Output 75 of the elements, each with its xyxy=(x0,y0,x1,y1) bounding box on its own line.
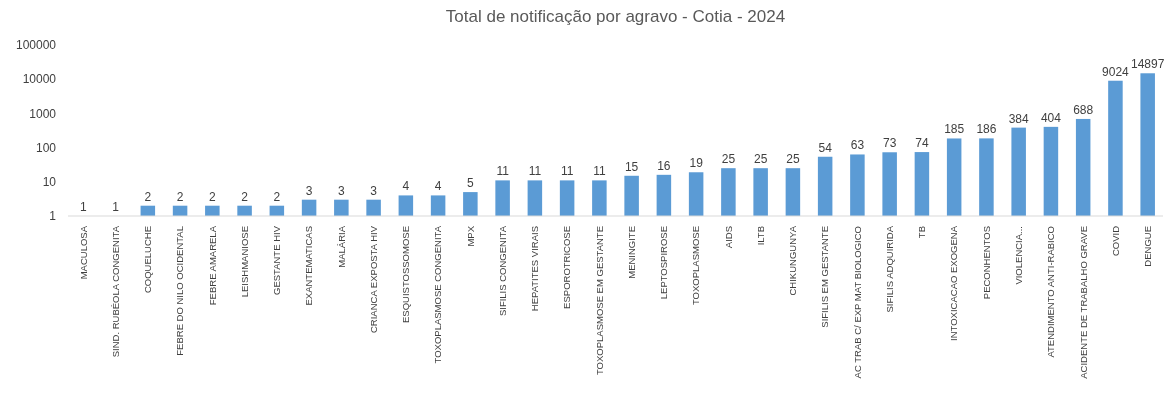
data-label: 25 xyxy=(721,152,736,167)
y-tick-label: 1000 xyxy=(29,106,57,121)
data-label: 19 xyxy=(689,156,704,171)
x-tick-label: EXANTEMATICAS xyxy=(303,226,315,306)
data-label: 384 xyxy=(1008,111,1029,126)
data-label: 63 xyxy=(850,138,865,153)
y-tick-label: 10 xyxy=(42,175,57,189)
x-tick-label: MENINGITE xyxy=(625,226,637,279)
x-tick-label: CRIANCA EXPOSTA HIV xyxy=(367,225,379,333)
data-label: 11 xyxy=(528,164,542,179)
x-tick-label: ILTB xyxy=(754,226,766,246)
data-label: 2 xyxy=(144,189,152,204)
x-tick-label: AC TRAB C/ EXP MAT BIOLOGICO xyxy=(851,226,863,379)
x-tick-label: LEPTOSPIROSE xyxy=(658,226,670,300)
data-label: 73 xyxy=(882,136,897,151)
data-label: 9024 xyxy=(1102,64,1130,79)
data-label: 3 xyxy=(370,183,378,198)
x-tick-label: FEBRE AMARELA xyxy=(206,225,218,306)
chart-title: Total de notificação por agravo - Cotia - 2024 xyxy=(445,7,786,26)
data-label: 4 xyxy=(434,179,442,194)
x-tick-label: SIND. RUBÉOLA CONGENITA xyxy=(109,225,121,358)
x-tick-label: SIFILIS ADQUIRIDA xyxy=(883,225,895,313)
data-label: 16 xyxy=(657,158,671,173)
x-tick-label: TOXOPLASMOSE CONGENITA xyxy=(432,225,444,364)
x-tick-label: TOXOPLASMOSE EM GESTANTE xyxy=(593,226,605,376)
data-label: 74 xyxy=(915,136,929,151)
data-label: 54 xyxy=(818,140,833,155)
x-tick-label: SIFILIS CONGENITA xyxy=(496,225,508,317)
x-tick-label: MALÁRIA xyxy=(335,225,347,268)
data-label: 15 xyxy=(624,159,639,174)
data-label: 11 xyxy=(593,164,606,179)
x-tick-label: SIFILIS EM GESTANTE xyxy=(819,226,831,328)
x-tick-label: HEPATITES VIRAIS xyxy=(529,226,541,312)
data-label: 2 xyxy=(241,189,249,204)
y-tick-label: 1 xyxy=(49,209,57,224)
y-tick-label: 100000 xyxy=(15,38,57,53)
data-label: 4 xyxy=(402,179,410,194)
x-tick-label: ESPOROTRICOSE xyxy=(561,226,573,309)
x-tick-label: COQUELUCHE xyxy=(142,226,154,294)
data-label: 2 xyxy=(273,189,281,204)
x-tick-label: TOXOPLASMOSE xyxy=(690,226,702,306)
x-tick-label: FEBRE DO NILO OCIDENTAL xyxy=(174,226,186,356)
x-tick-label: TB xyxy=(916,226,928,239)
y-tick-label: 10000 xyxy=(22,72,57,87)
y-tick-label: 100 xyxy=(35,140,57,155)
x-tick-label: AIDS xyxy=(722,226,734,249)
data-label: 25 xyxy=(786,152,800,167)
data-label: 185 xyxy=(944,122,965,137)
x-tick-label: LEISHMANIOSE xyxy=(238,226,250,298)
data-label: 2 xyxy=(208,189,216,204)
data-label: 1 xyxy=(112,200,120,214)
data-label: 186 xyxy=(976,122,997,137)
x-tick-label: DENGUE xyxy=(1142,226,1153,267)
data-label: 1 xyxy=(79,200,87,214)
data-label: 3 xyxy=(305,183,313,198)
x-tick-label: GESTANTE HIV xyxy=(271,225,283,295)
x-tick-label: ESQUISTOSSOMOSE xyxy=(400,226,412,323)
data-label: 5 xyxy=(467,176,475,191)
x-tick-label: MPX xyxy=(464,225,476,247)
data-label: 11 xyxy=(560,164,574,179)
data-label: 11 xyxy=(496,164,510,179)
data-label: 25 xyxy=(753,152,768,167)
x-tick-label: MACULOSA xyxy=(77,225,89,280)
data-label: 14897 xyxy=(1130,57,1165,72)
data-label: 2 xyxy=(176,189,184,204)
x-tick-label: ACIDENTE DE TRABALHO GRAVE xyxy=(1077,226,1089,379)
data-label: 404 xyxy=(1040,110,1062,125)
data-label: 3 xyxy=(338,183,345,198)
x-tick-label: INTOXICACAO EXOGENA xyxy=(948,225,960,341)
x-tick-label: COVID xyxy=(1109,225,1121,257)
x-tick-label: VIOLENCIA... xyxy=(1012,226,1024,285)
x-tick-label: CHIKUNGUNYA xyxy=(787,225,799,296)
x-tick-label: PECONHENTOS xyxy=(980,226,992,300)
data-label: 688 xyxy=(1073,102,1094,117)
x-tick-label: ATENDIMENTO ANTI-RABICO xyxy=(1045,226,1057,358)
